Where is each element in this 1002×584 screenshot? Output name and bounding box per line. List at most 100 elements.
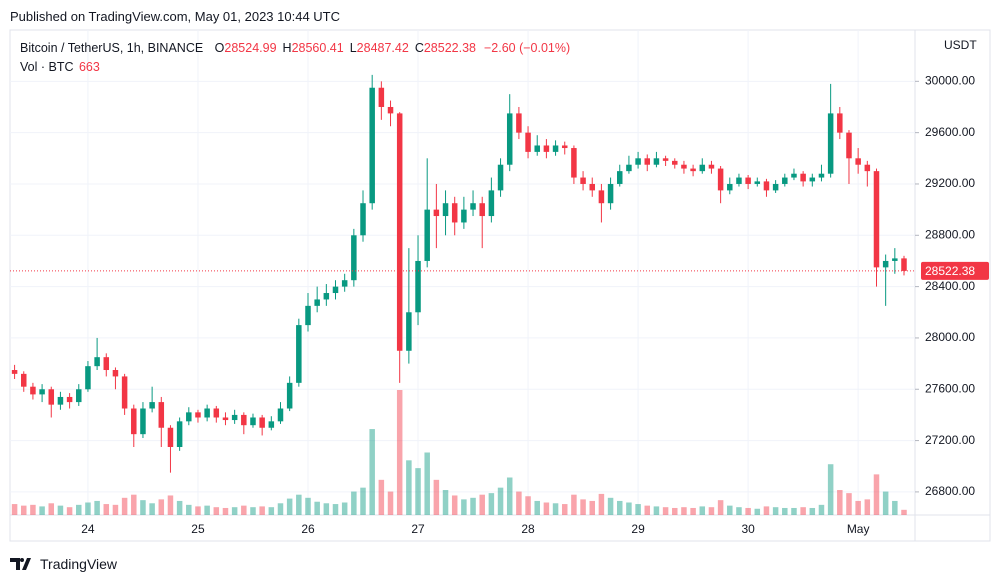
volume-bar <box>341 502 348 515</box>
candle-body <box>561 145 568 149</box>
candle-body <box>231 414 238 421</box>
volume-bar <box>305 497 311 515</box>
candle-body <box>259 417 265 428</box>
volume-bar <box>882 491 889 515</box>
volume-bar <box>268 507 275 515</box>
volume-bar <box>433 479 440 515</box>
candle-body <box>250 417 256 426</box>
volume-bar <box>635 504 641 515</box>
candle-body <box>415 260 421 313</box>
volume-bar <box>754 508 761 515</box>
volume-bar <box>396 390 403 515</box>
ohlc-value: 28560.41 <box>291 41 344 55</box>
ohlc-key: O <box>214 41 225 55</box>
candle-body <box>286 382 293 409</box>
volume-bar <box>727 505 733 515</box>
volume-bar <box>626 502 632 515</box>
logo-mark <box>10 558 31 570</box>
volume-bar <box>424 452 430 515</box>
x-tick-label: 28 <box>521 522 535 536</box>
volume-bar <box>708 507 715 515</box>
candle-body <box>681 164 687 169</box>
candle-body <box>690 168 696 172</box>
candle-body <box>516 113 522 133</box>
candle-body <box>717 168 724 191</box>
candle-body <box>351 235 357 281</box>
volume-bar <box>11 504 18 515</box>
volume-bar <box>231 507 238 515</box>
last-price-label: 28522.38 <box>925 264 975 278</box>
legend-main: Bitcoin / TetherUS, 1h, BINANCE O28524.9… <box>20 39 572 58</box>
candle-body <box>506 113 513 165</box>
candle-body <box>314 299 320 306</box>
candle-body <box>149 402 155 409</box>
candle-body <box>66 396 73 403</box>
candle-body <box>39 389 45 395</box>
candle-body <box>112 370 119 377</box>
candle-body <box>552 145 559 152</box>
volume-bar <box>85 502 91 515</box>
candle-body <box>167 427 174 447</box>
x-tick-label: 27 <box>411 522 425 536</box>
candle-body <box>662 158 669 161</box>
volume-bar <box>470 497 476 515</box>
volume-bar <box>662 507 669 515</box>
candle-body <box>470 203 476 210</box>
volume-bar <box>534 500 540 515</box>
candle-body <box>827 113 834 174</box>
candle-body <box>332 286 339 294</box>
candle-body <box>855 158 861 165</box>
candle-body <box>222 417 229 421</box>
y-tick-label: 27200.00 <box>925 433 975 447</box>
volume-bar <box>461 499 467 515</box>
candle-body <box>607 183 614 204</box>
candle-body <box>21 373 27 387</box>
candle-body <box>442 203 449 217</box>
candle-body <box>571 148 577 178</box>
volume-bar <box>571 494 577 515</box>
volume-bar <box>653 506 660 515</box>
y-tick-label: 26800.00 <box>925 484 975 498</box>
candle-body <box>241 414 247 426</box>
candle-body <box>892 258 898 261</box>
candle-body <box>708 164 715 169</box>
volume-bar <box>176 500 183 515</box>
ohlc-value: 28487.42 <box>356 41 409 55</box>
volume-bar <box>351 491 357 515</box>
x-tick-label: 30 <box>741 522 755 536</box>
volume-bar <box>552 503 559 515</box>
candle-body <box>406 312 412 351</box>
candle-body <box>754 181 761 184</box>
volume-bar <box>580 499 586 515</box>
last-price-box <box>921 261 989 280</box>
candle-body <box>140 408 146 435</box>
volume-bar <box>818 504 825 515</box>
volume-bar <box>763 506 770 515</box>
candle-body <box>580 177 586 184</box>
candle-body <box>277 408 284 422</box>
volume-bar <box>837 490 843 515</box>
candle-body <box>213 408 220 418</box>
volume-bar <box>140 500 146 515</box>
volume-bar <box>644 505 651 515</box>
volume-bar <box>892 500 898 515</box>
x-tick-label: May <box>847 522 870 536</box>
candle-body <box>617 171 623 184</box>
candle-body <box>451 203 458 223</box>
volume-bar <box>809 507 816 515</box>
candle-body <box>341 280 348 287</box>
candle-body <box>873 171 880 268</box>
volume-bar <box>332 504 339 515</box>
candle-body <box>11 370 18 374</box>
volume-bar <box>195 506 201 515</box>
volume-bar <box>76 504 82 515</box>
candle-body <box>745 177 751 184</box>
x-tick-label: 24 <box>81 522 95 536</box>
volume-bar <box>323 503 330 515</box>
candle-body <box>626 164 632 172</box>
candle-body <box>736 177 742 184</box>
candles <box>11 74 907 473</box>
candle-body <box>653 158 660 165</box>
candle-body <box>772 183 779 191</box>
